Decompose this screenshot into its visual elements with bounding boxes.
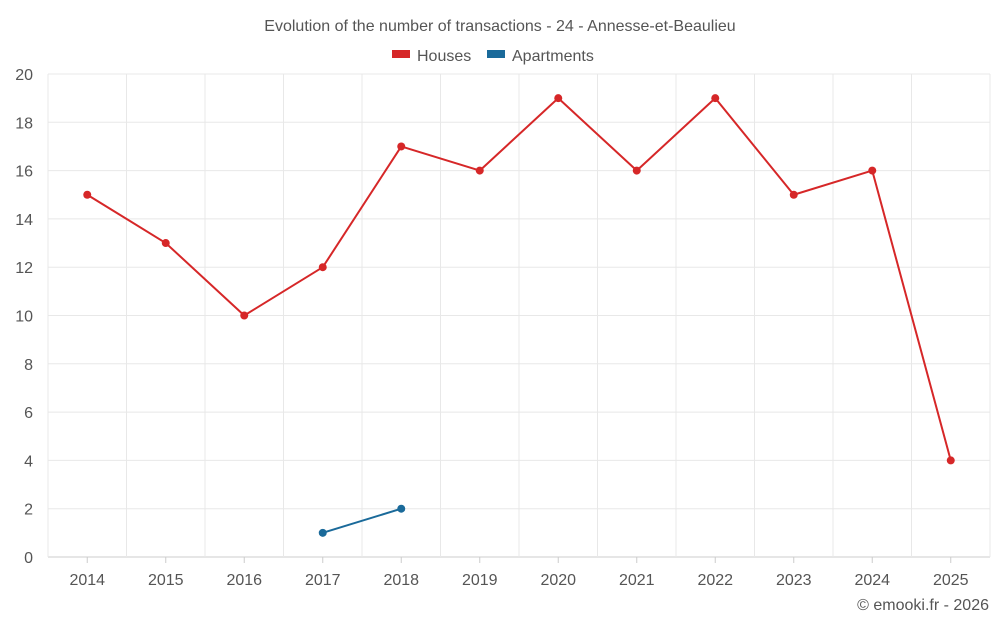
grid — [47, 73, 991, 558]
x-tick-label-2020: 2020 — [540, 572, 576, 589]
y-tick-label: 16 — [15, 164, 33, 181]
y-axis: 0 2 4 6 8 10 12 14 16 18 20 — [15, 67, 33, 567]
data-point-houses-2020[interactable] — [554, 94, 563, 103]
data-point-houses-2022[interactable] — [711, 94, 720, 103]
data-point-houses-2023[interactable] — [789, 190, 798, 199]
y-tick-label: 10 — [15, 309, 33, 326]
data-point-apartments-2018[interactable] — [397, 504, 406, 513]
series-apartments — [318, 504, 406, 537]
x-tick-label-2018: 2018 — [383, 572, 419, 589]
y-tick-label: 18 — [15, 115, 33, 132]
y-tick-label: 6 — [24, 405, 33, 422]
data-point-houses-2014[interactable] — [83, 190, 92, 199]
data-point-houses-2019[interactable] — [475, 166, 484, 175]
data-point-houses-2017[interactable] — [318, 263, 327, 272]
series-line-apartments — [322, 507, 402, 534]
data-point-houses-2018[interactable] — [397, 142, 406, 151]
x-tick-label-2024: 2024 — [854, 572, 890, 589]
y-tick-label: 20 — [15, 67, 33, 84]
legend-swatch-houses[interactable] — [392, 50, 410, 58]
x-tick-label-2019: 2019 — [462, 572, 498, 589]
data-point-houses-2016[interactable] — [240, 311, 249, 320]
x-tick-label-2017: 2017 — [305, 572, 341, 589]
legend: Houses Apartments — [392, 48, 594, 65]
x-tick-label-2025: 2025 — [933, 572, 969, 589]
y-tick-label: 0 — [24, 550, 33, 567]
data-point-houses-2025[interactable] — [946, 456, 955, 465]
data-point-houses-2021[interactable] — [632, 166, 641, 175]
legend-label-houses[interactable]: Houses — [417, 48, 471, 65]
y-tick-label: 8 — [24, 357, 33, 374]
x-tick-label-2016: 2016 — [226, 572, 262, 589]
y-tick-label: 14 — [15, 212, 33, 229]
data-point-apartments-2017[interactable] — [318, 528, 327, 537]
x-tick-label-2022: 2022 — [697, 572, 733, 589]
series-line-houses — [86, 97, 952, 461]
y-tick-label: 12 — [15, 260, 33, 277]
legend-label-apartments[interactable]: Apartments — [512, 48, 594, 65]
x-axis: 2014 2015 2016 2017 2018 2019 2020 2021 2022 2023… — [69, 557, 969, 589]
chart-title: Evolution of the number of transactions … — [264, 18, 735, 35]
series — [83, 94, 955, 537]
legend-swatch-apartments[interactable] — [487, 50, 505, 58]
y-tick-label: 2 — [24, 502, 33, 519]
x-tick-label-2021: 2021 — [619, 572, 655, 589]
x-tick-label-2015: 2015 — [148, 572, 184, 589]
series-houses — [83, 94, 955, 465]
credit-text: © emooki.fr - 2026 — [857, 597, 989, 614]
data-point-houses-2024[interactable] — [868, 166, 877, 175]
y-tick-label: 4 — [24, 453, 33, 470]
x-tick-label-2014: 2014 — [69, 572, 105, 589]
data-point-houses-2015[interactable] — [161, 239, 170, 248]
x-tick-label-2023: 2023 — [776, 572, 812, 589]
